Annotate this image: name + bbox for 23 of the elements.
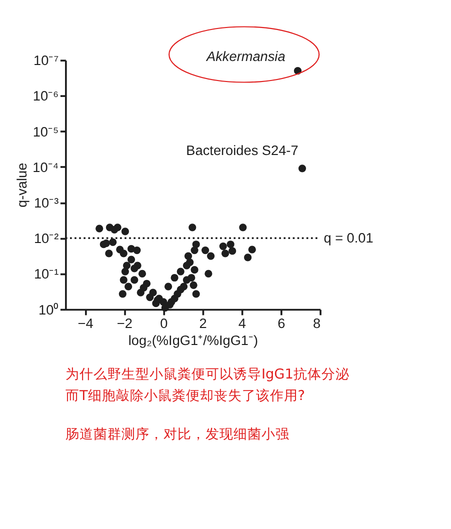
x-tick-label: 6 [278,316,286,331]
x-tick-label: −2 [116,316,132,331]
y-tick-label: 10⁰ [38,302,59,318]
y-axis-title: q-value [14,162,30,208]
x-tick-label: 0 [160,316,168,331]
text: 肠道菌群测序，对比，发现细菌小强 [65,426,290,442]
text: 为什么野生型小鼠粪便可以诱导IgG1抗体分泌 [65,366,350,382]
y-tick-label: 10⁻² [34,231,60,246]
ref-line-label: q = 0.01 [324,230,374,246]
y-tick-label: 10⁻¹ [34,266,60,282]
y-tick-label: 10⁻³ [34,196,60,211]
x-axis-title: log₂(%IgG1⁺/%IgG1⁻) [128,333,258,348]
y-tick-label: 10⁻⁷ [34,53,59,68]
x-tick-label: 4 [238,316,246,331]
x-tick-label: 8 [312,316,321,331]
x-tick-label: 2 [199,316,207,331]
annotation: Akkermansia [206,48,286,64]
y-tick-label: 10⁻⁴ [32,160,59,175]
y-tick-label: 10⁻⁵ [32,124,59,140]
x-tick-label: −4 [78,316,94,331]
text: 而T细胞敲除小鼠粪便却丧失了该作用? [65,388,306,404]
annotation: Bacteroides S24-7 [186,142,298,158]
y-tick-label: 10⁻⁶ [32,88,59,104]
